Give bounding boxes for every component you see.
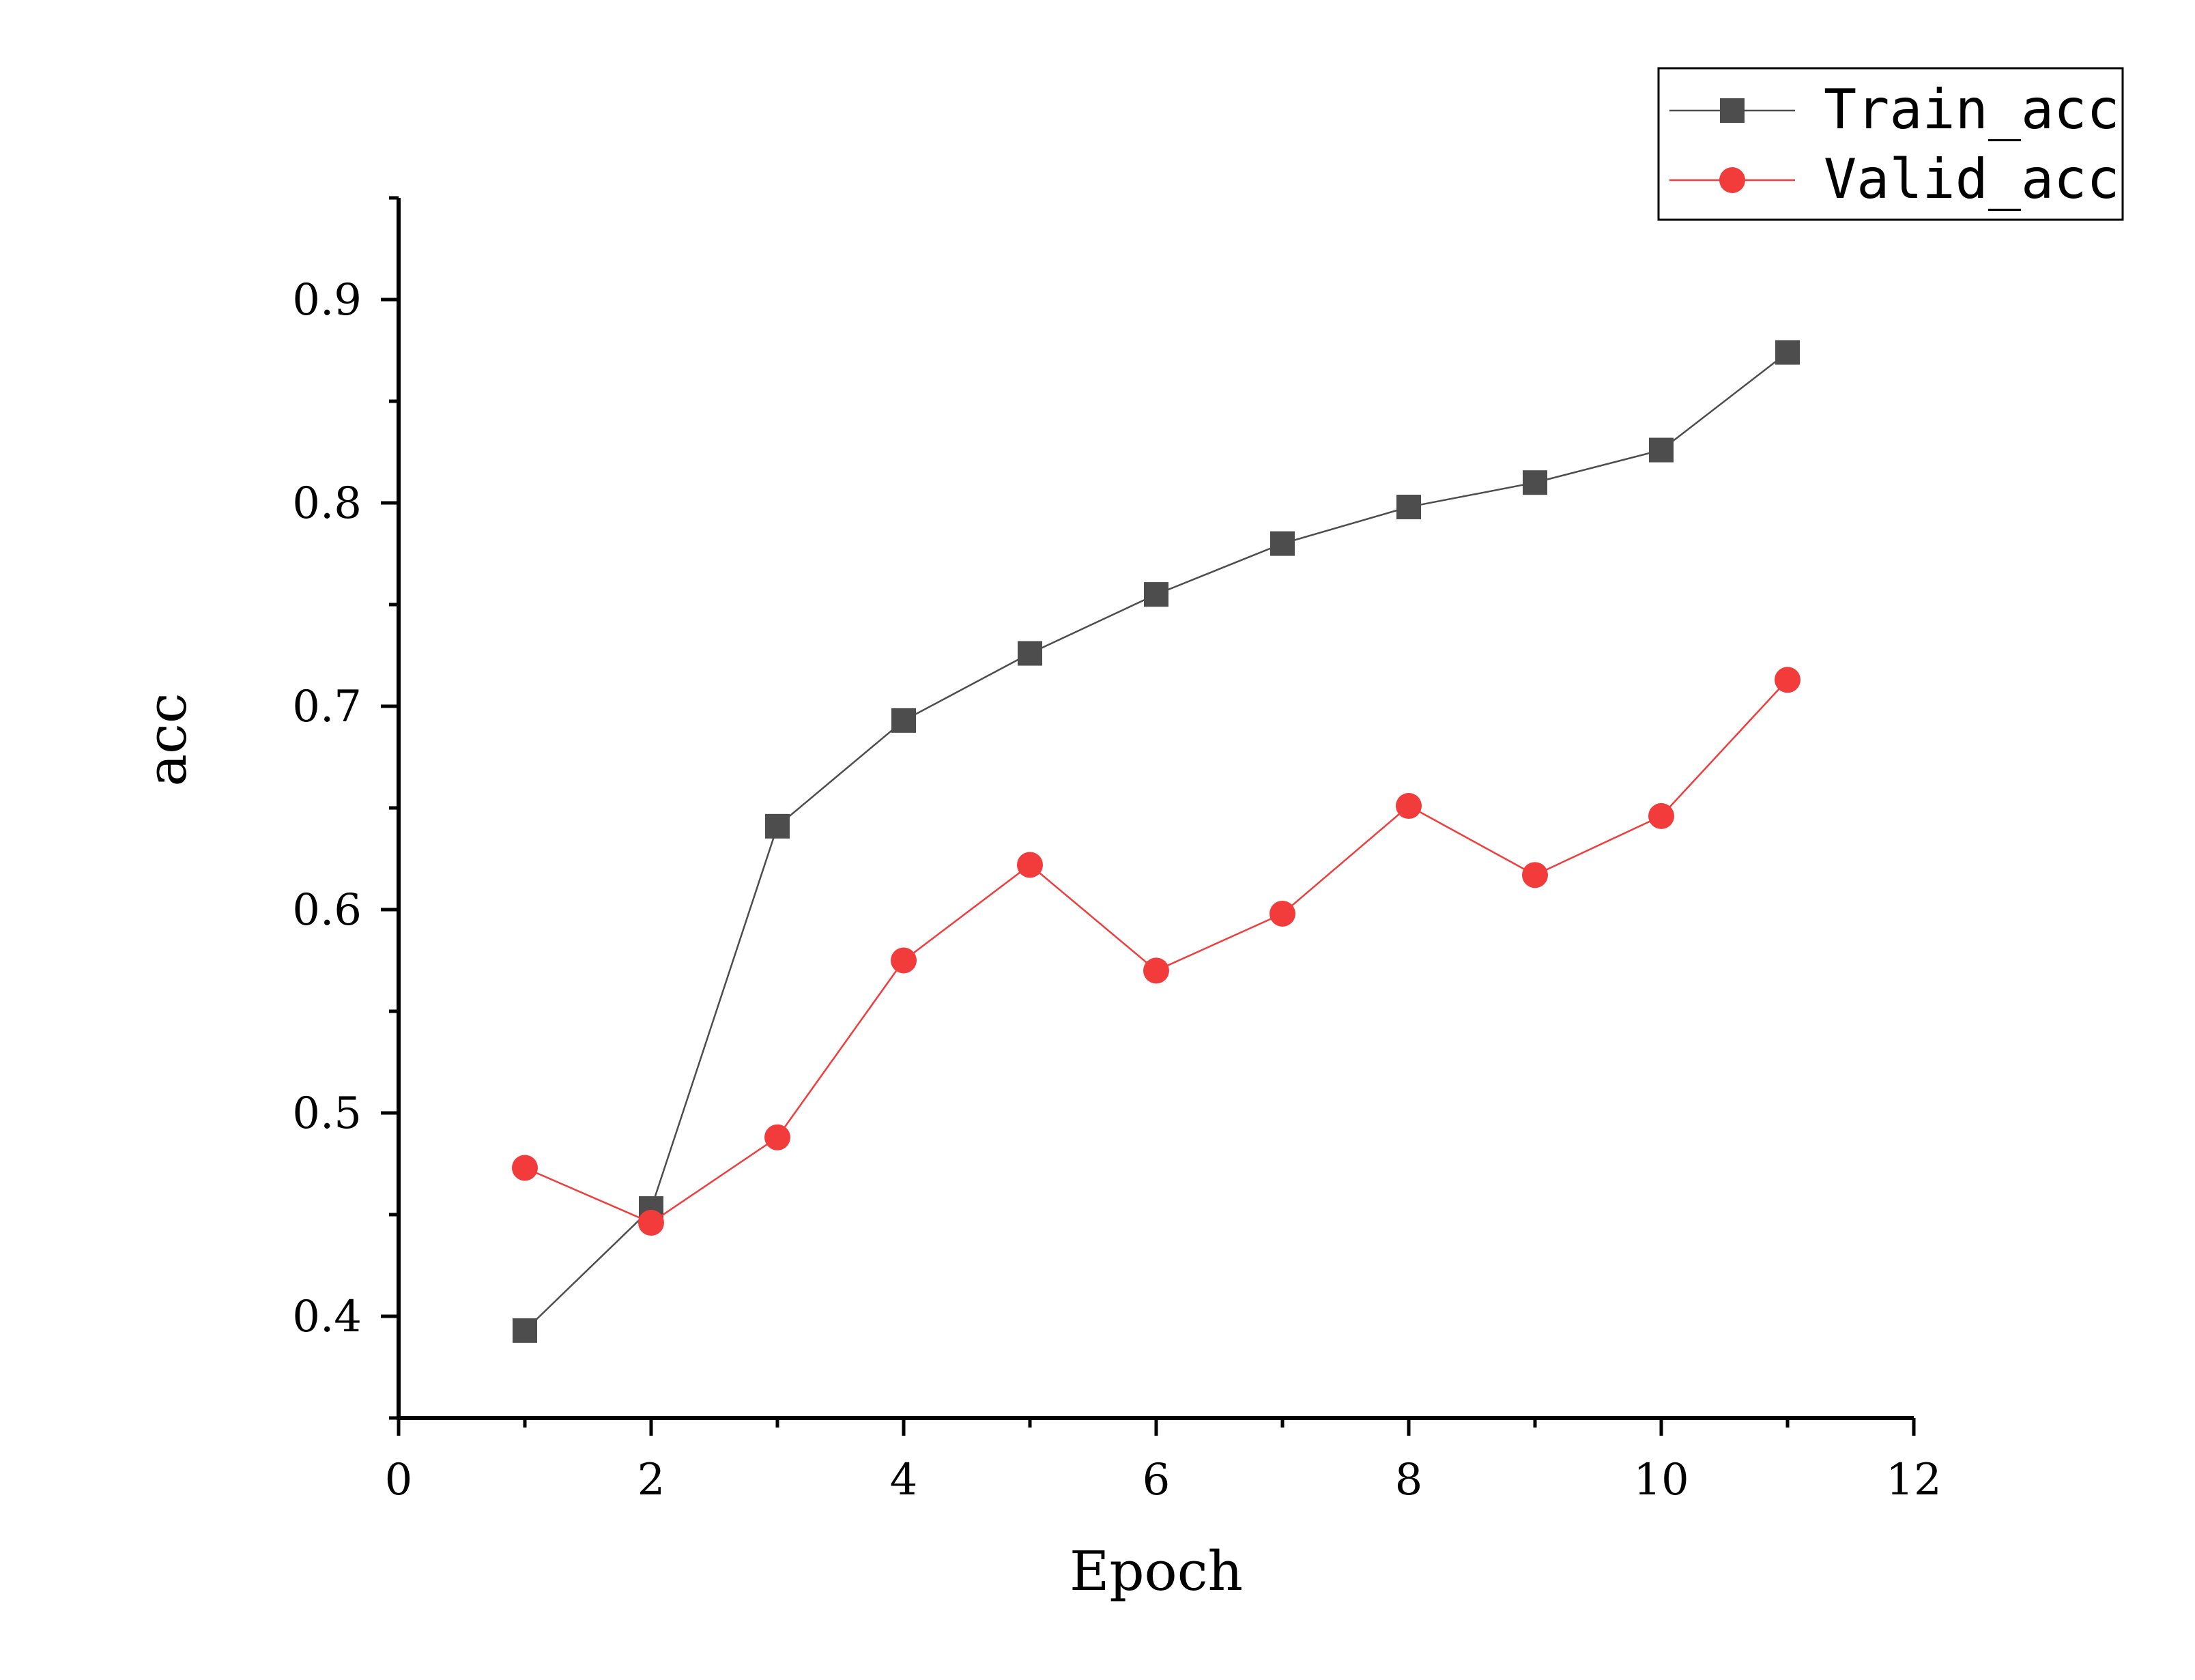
x-tick-label: 12 (1886, 1455, 1941, 1505)
valid-point (1017, 852, 1043, 878)
valid-point (1269, 900, 1295, 927)
x-tick-label: 2 (637, 1455, 665, 1505)
series-layer (512, 340, 1801, 1343)
legend-label: Train_acc (1824, 78, 2119, 141)
y-axis-ticks (381, 196, 399, 1420)
x-tick-label: 4 (890, 1455, 918, 1505)
y-tick-label: 0.5 (292, 1088, 362, 1139)
legend-marker (1719, 167, 1745, 193)
valid-point (1648, 802, 1674, 829)
y-tick-label: 0.7 (292, 682, 362, 732)
valid-point (1143, 957, 1169, 984)
x-tick-label: 10 (1633, 1455, 1689, 1505)
valid-point (1522, 862, 1548, 888)
x-tick-label: 8 (1395, 1455, 1423, 1505)
train-point (1270, 531, 1295, 556)
train-point (1775, 340, 1800, 365)
series-valid-acc (512, 667, 1801, 1236)
train-point (891, 708, 916, 733)
legend-entry: Train_acc (1669, 78, 2119, 141)
legend-marker (1720, 98, 1745, 123)
x-tick-label: 0 (385, 1455, 413, 1505)
train-point (1018, 641, 1042, 666)
y-tick-label: 0.4 (292, 1292, 362, 1342)
series-line (524, 351, 1788, 1331)
x-tick-labels: 0 2 4 6 8 10 12 (385, 1455, 1942, 1505)
y-tick-labels: 0.4 0.5 0.6 0.7 0.8 0.9 (292, 275, 362, 1342)
legend-box (1657, 67, 2124, 221)
x-axis-ticks (397, 1418, 1916, 1436)
y-tick-label: 0.6 (292, 885, 362, 936)
valid-point (1396, 793, 1422, 820)
valid-point (638, 1209, 664, 1236)
train-point (1396, 494, 1421, 519)
series-line (524, 679, 1788, 1224)
valid-point (512, 1155, 538, 1181)
legend-entry: Valid_acc (1669, 147, 2119, 211)
valid-point (1775, 667, 1801, 693)
y-tick-label: 0.8 (292, 478, 362, 529)
legend-label: Valid_acc (1824, 147, 2119, 211)
series-train-acc (513, 340, 1800, 1343)
train-point (513, 1318, 537, 1343)
train-point (1523, 470, 1547, 495)
x-tick-label: 6 (1143, 1455, 1171, 1505)
train-point (1649, 437, 1674, 463)
train-point (1144, 582, 1168, 607)
y-tick-label: 0.9 (292, 275, 362, 325)
valid-point (891, 947, 917, 974)
y-axis-title: acc (135, 693, 199, 786)
x-axis-title: Epoch (1070, 1539, 1243, 1603)
valid-point (764, 1124, 790, 1150)
train-point (765, 813, 790, 839)
axes (397, 198, 1914, 1420)
